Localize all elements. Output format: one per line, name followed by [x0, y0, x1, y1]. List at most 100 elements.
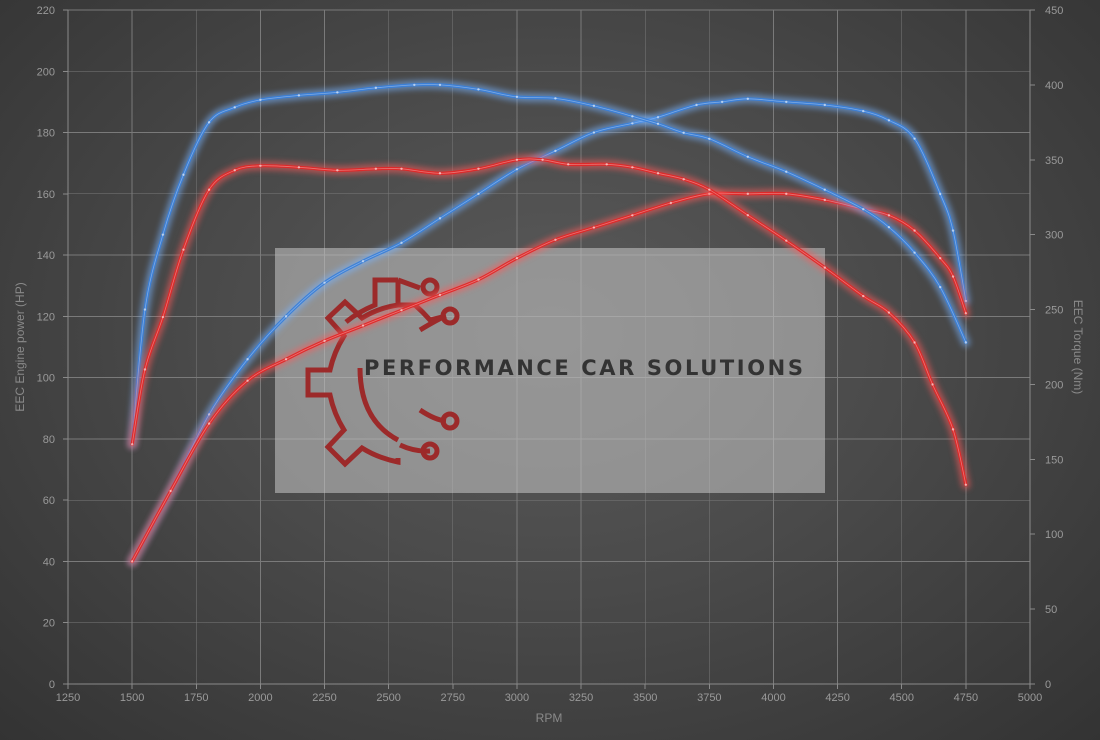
data-point	[669, 201, 673, 205]
series-0	[127, 94, 971, 566]
data-point	[695, 103, 698, 107]
data-point	[130, 443, 134, 446]
y-left-tick-label: 0	[49, 679, 55, 691]
data-point	[682, 178, 685, 181]
data-point	[477, 278, 480, 281]
data-point	[823, 188, 826, 191]
data-point	[246, 358, 249, 361]
data-point	[438, 293, 442, 297]
data-point	[631, 122, 634, 125]
data-point	[361, 324, 365, 327]
data-point	[323, 281, 326, 284]
data-point	[656, 172, 660, 175]
data-point	[143, 368, 147, 371]
data-point	[554, 238, 557, 241]
data-point	[233, 106, 236, 109]
series-line	[130, 97, 968, 564]
data-point	[438, 217, 442, 220]
y-left-tick-label: 20	[43, 618, 55, 630]
data-point	[374, 86, 378, 90]
data-point	[400, 309, 403, 312]
data-point	[438, 83, 442, 87]
data-point	[862, 109, 865, 113]
y-right-tick-label: 450	[1045, 5, 1063, 17]
x-tick-label: 1750	[184, 692, 208, 704]
axes: 1250 1500 1750 2000 2250 2500 2750 3000 3250 3500…	[37, 5, 1064, 704]
x-axis-title: RPM	[536, 711, 563, 725]
data-point	[336, 91, 339, 94]
y-axis-right-title: EEC Torque (Nm)	[1071, 300, 1085, 394]
data-point	[297, 166, 301, 169]
grid	[67, 9, 1031, 685]
data-point	[708, 188, 711, 191]
y-left-tick-label: 40	[43, 556, 55, 568]
data-point	[515, 158, 519, 161]
data-point	[400, 241, 403, 245]
data-point	[438, 172, 442, 175]
data-point	[182, 248, 185, 251]
data-point	[554, 149, 557, 153]
data-point	[207, 121, 211, 124]
data-point	[592, 131, 596, 134]
data-point	[913, 341, 916, 344]
y-left-tick-label: 100	[37, 373, 55, 385]
x-tick-label: 3000	[505, 692, 529, 704]
data-point	[887, 119, 891, 122]
data-point	[746, 213, 750, 217]
y-left-tick-label: 180	[37, 128, 55, 140]
data-point	[785, 239, 788, 242]
data-point	[567, 163, 570, 166]
data-point	[554, 97, 557, 100]
data-point	[477, 88, 480, 91]
y-right-tick-label: 100	[1045, 529, 1063, 541]
x-tick-label: 4000	[761, 692, 785, 704]
data-point	[785, 192, 788, 196]
data-point	[515, 256, 519, 260]
y-left-tick-label: 220	[37, 5, 55, 17]
data-point	[939, 285, 942, 289]
data-point	[746, 192, 750, 196]
x-tick-label: 3500	[633, 692, 657, 704]
y-left-tick-label: 80	[43, 434, 55, 446]
watermark: PERFORMANCE CAR SOLUTIONS	[275, 248, 825, 493]
data-point	[323, 339, 326, 343]
data-point	[361, 260, 365, 263]
data-point	[182, 173, 185, 176]
x-tick-label: 4750	[954, 692, 978, 704]
data-point	[297, 94, 301, 97]
data-point	[169, 489, 172, 493]
data-point	[207, 413, 211, 416]
data-point	[887, 311, 891, 314]
series-3	[127, 154, 971, 490]
x-tick-label: 4250	[825, 692, 849, 704]
data-point	[374, 167, 378, 170]
data-point	[515, 168, 519, 171]
data-point	[605, 163, 608, 166]
data-point	[913, 251, 916, 254]
y-left-tick-label: 200	[37, 66, 55, 78]
data-point	[161, 233, 165, 236]
data-point	[631, 214, 634, 217]
data-point	[207, 188, 211, 191]
data-point	[284, 315, 288, 318]
x-tick-label: 3750	[697, 692, 721, 704]
data-point	[951, 428, 955, 431]
y-right-tick-label: 0	[1045, 679, 1051, 691]
data-point	[887, 214, 891, 217]
y-right-tick-label: 300	[1045, 230, 1063, 242]
y-right-tick-label: 250	[1045, 305, 1063, 317]
data-point	[951, 229, 955, 232]
data-point	[656, 116, 660, 119]
data-point	[246, 379, 249, 382]
series	[127, 79, 971, 566]
data-point	[413, 83, 416, 87]
data-point	[259, 98, 262, 102]
data-point	[939, 256, 942, 260]
series-2	[127, 79, 971, 449]
data-point	[515, 95, 519, 99]
data-point	[823, 103, 826, 107]
data-point	[400, 167, 403, 170]
x-tick-label: 2750	[441, 692, 465, 704]
data-point	[785, 100, 788, 104]
data-point	[746, 97, 750, 101]
